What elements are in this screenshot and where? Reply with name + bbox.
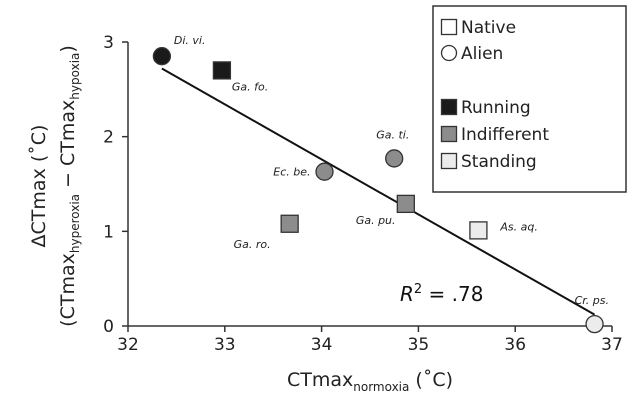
x-tick-label: 33 bbox=[214, 335, 236, 355]
y-axis-title-line2-sub1: hyperoxia bbox=[68, 194, 82, 253]
y-tick-label: 0 bbox=[103, 317, 114, 337]
data-point-circle bbox=[385, 149, 404, 168]
r-squared-annotation: R2 = .78 bbox=[400, 282, 483, 306]
data-point-square bbox=[280, 214, 299, 233]
y-tick-label: 2 bbox=[103, 128, 114, 148]
legend-label: Standing bbox=[461, 152, 537, 172]
x-tick-label: 34 bbox=[311, 335, 333, 355]
y-axis-title-line1-main: ΔCTmax bbox=[28, 168, 50, 247]
y-axis-title-line2-sub2: hypoxia bbox=[68, 53, 82, 100]
y-axis-title-line2: (CTmaxhyperoxia − CTmaxhypoxia) bbox=[57, 45, 82, 327]
x-tick-label: 37 bbox=[601, 335, 623, 355]
point-label: Di. vi. bbox=[174, 34, 206, 47]
r2-superscript: 2 bbox=[414, 282, 422, 297]
y-axis-title-line1: ΔCTmax (˚C) bbox=[28, 125, 50, 248]
y-axis-title-line1-units: (˚C) bbox=[28, 125, 50, 169]
y-axis-title-line2-close: ) bbox=[57, 45, 79, 52]
x-axis-title-units: (˚C) bbox=[409, 369, 453, 391]
point-label: Ga. ro. bbox=[234, 238, 271, 251]
tick-group: 32 33 34 35 36 37 0 1 2 3 bbox=[103, 33, 623, 355]
x-tick-label: 35 bbox=[408, 335, 430, 355]
legend-swatch-square bbox=[440, 125, 458, 143]
regression-line bbox=[161, 67, 596, 316]
y-axis-title: ΔCTmax (˚C) (CTmaxhyperoxia − CTmaxhypox… bbox=[28, 45, 82, 327]
data-point-circle bbox=[585, 314, 604, 334]
y-tick-label: 1 bbox=[103, 222, 114, 242]
x-tick-label: 32 bbox=[117, 335, 139, 355]
legend-swatch-square bbox=[440, 18, 458, 36]
y-axis-title-line2-open: (CTmax bbox=[57, 253, 79, 327]
x-tick-label: 36 bbox=[504, 335, 526, 355]
legend-box bbox=[432, 5, 627, 193]
y-tick-label: 3 bbox=[103, 33, 114, 53]
legend-items: Native Alien Running Indifferent Standing bbox=[440, 18, 549, 172]
legend-label: Indifferent bbox=[461, 125, 549, 145]
point-label: Ga. ti. bbox=[376, 128, 409, 141]
point-label: Ec. be. bbox=[273, 166, 310, 179]
point-labels-group: Di. vi. Ga. fo. Ga. ti. Ec. be. Ga. pu. Ga. r… bbox=[174, 34, 609, 307]
data-point-square bbox=[396, 194, 415, 214]
legend-swatch-square bbox=[440, 98, 458, 116]
legend: Native Alien Running Indifferent Standing bbox=[432, 5, 627, 193]
data-point-square bbox=[212, 61, 232, 80]
data-point-circle bbox=[152, 47, 172, 66]
legend-swatch-square bbox=[440, 152, 458, 170]
data-point-square bbox=[469, 221, 488, 240]
points-group bbox=[152, 47, 604, 334]
legend-label: Running bbox=[461, 98, 531, 118]
legend-label: Native bbox=[461, 18, 516, 38]
point-label: Ga. fo. bbox=[232, 80, 268, 93]
legend-label: Alien bbox=[461, 44, 503, 64]
r2-symbol: R bbox=[400, 282, 414, 306]
x-axis-title-main: CTmax bbox=[287, 369, 353, 391]
data-point-circle bbox=[315, 162, 334, 181]
fit-line-group bbox=[161, 67, 596, 316]
x-axis-title: CTmaxnormoxia (˚C) bbox=[287, 369, 453, 394]
point-label: Cr. ps. bbox=[575, 294, 609, 307]
point-label: As. aq. bbox=[499, 220, 537, 233]
legend-swatch-circle bbox=[440, 44, 458, 62]
point-label: Ga. pu. bbox=[356, 214, 396, 227]
x-axis-title-sub: normoxia bbox=[353, 380, 409, 394]
r2-value: = .78 bbox=[422, 282, 483, 306]
y-axis-title-line2-mid: − CTmax bbox=[57, 100, 79, 194]
